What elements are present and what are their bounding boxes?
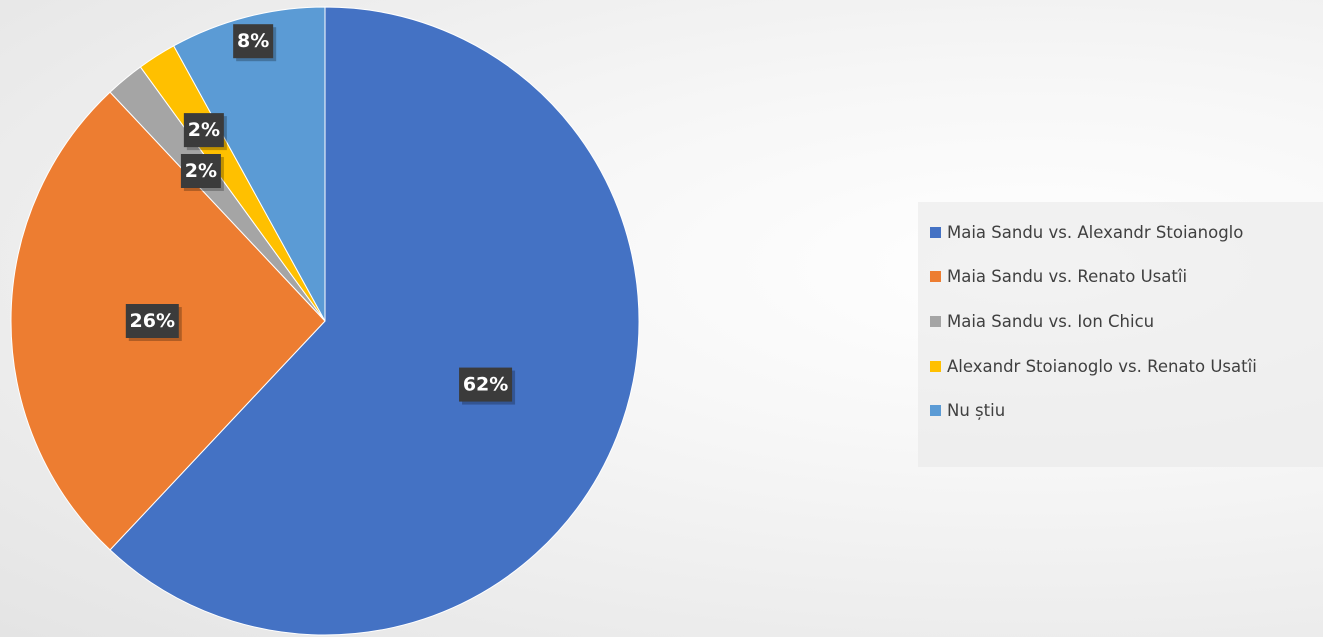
data-label: 8%: [233, 24, 277, 62]
legend-label: Alexandr Stoianoglo vs. Renato Usatîi: [947, 356, 1257, 376]
legend-item-sandu-stoianoglo: Maia Sandu vs. Alexandr Stoianoglo: [930, 220, 1243, 244]
legend-item-stoianoglo-usatii: Alexandr Stoianoglo vs. Renato Usatîi: [930, 354, 1257, 378]
legend-label: Maia Sandu vs. Ion Chicu: [947, 311, 1155, 331]
data-label-box: [183, 113, 224, 148]
data-label: 26%: [125, 304, 182, 341]
legend: Maia Sandu vs. Alexandr Stoianoglo Maia …: [918, 202, 1323, 467]
pie-data-labels: 62% 26% 2% 2% 8%: [125, 24, 516, 405]
data-label-text: 2%: [188, 119, 220, 141]
data-label-text: 8%: [237, 30, 269, 52]
data-label-text: 26%: [130, 310, 175, 332]
legend-label: Maia Sandu vs. Alexandr Stoianoglo: [947, 222, 1244, 242]
legend-item-sandu-usatii: Maia Sandu vs. Renato Usatîi: [930, 264, 1187, 288]
legend-label: Nu știu: [947, 400, 1006, 420]
data-label-box: [233, 24, 274, 59]
slice-sandu-stoianoglo: [109, 6, 640, 636]
data-label-box: [180, 153, 221, 188]
legend-swatch: [930, 270, 941, 282]
data-label: 2%: [180, 153, 224, 191]
slice-nu-stiu: [173, 6, 326, 322]
pie-slices: [10, 6, 640, 636]
legend-swatch: [930, 360, 941, 372]
data-label-box: [125, 304, 179, 338]
data-label-text: 62%: [463, 374, 508, 396]
data-label: 2%: [183, 113, 227, 151]
legend-swatch: [930, 315, 941, 327]
data-label: 62%: [459, 367, 516, 405]
legend-label: Maia Sandu vs. Renato Usatîi: [947, 266, 1188, 286]
legend-swatch: [930, 404, 941, 416]
legend-item-nu-stiu: Nu știu: [930, 398, 1005, 422]
data-label-box: [459, 367, 513, 402]
legend-swatch: [930, 226, 941, 238]
data-label-text: 2%: [185, 160, 217, 182]
legend-item-sandu-chicu: Maia Sandu vs. Ion Chicu: [930, 309, 1154, 333]
